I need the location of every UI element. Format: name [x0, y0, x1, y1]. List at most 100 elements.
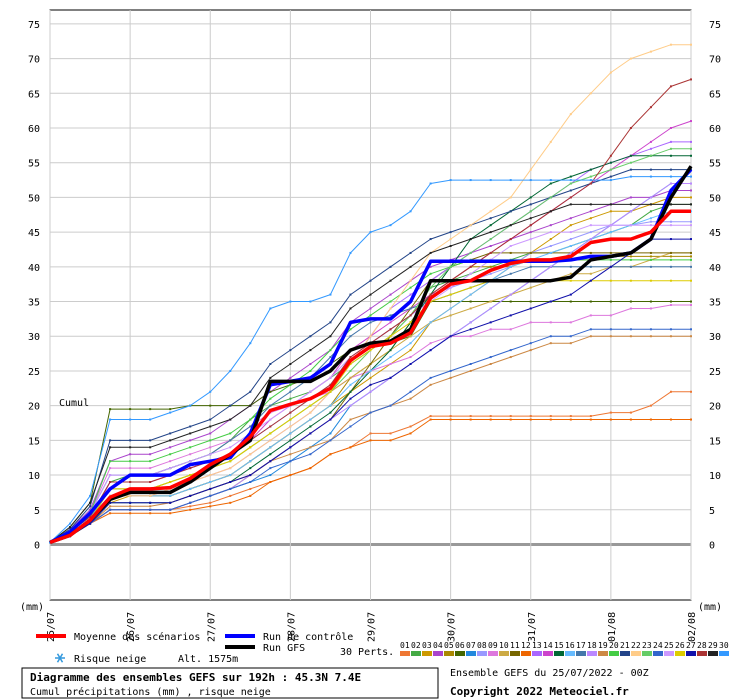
pert-line-21-point	[69, 528, 72, 531]
pert-line-26-point	[649, 279, 652, 282]
pert-line-17-point	[289, 390, 292, 393]
pert-line-9-point	[169, 460, 172, 463]
pert-line-30-point	[609, 179, 612, 182]
pert-line-1-point	[209, 501, 212, 504]
footer-title: Diagramme des ensembles GEFS sur 192h : …	[30, 671, 361, 684]
pert-line-15-point	[389, 349, 392, 352]
pert-color-swatch	[587, 651, 597, 656]
pert-line-22-point	[149, 494, 152, 497]
pert-line-24-point	[129, 508, 132, 511]
pert-line-28-point	[389, 328, 392, 331]
pert-line-24-point	[229, 487, 232, 490]
pert-line-17-point	[589, 265, 592, 268]
pert-line-30-point	[669, 175, 672, 178]
pert-line-21-point	[449, 231, 452, 234]
pert-line-20-point	[669, 258, 672, 261]
pert-line-22-point	[509, 196, 512, 199]
pert-line-1-point	[509, 415, 512, 418]
pert-line-29-point	[489, 231, 492, 234]
pert-line-9-point	[209, 446, 212, 449]
pert-line-21-point	[389, 265, 392, 268]
pert-line-5-point	[690, 255, 692, 258]
pert-line-11-point	[529, 251, 532, 254]
pert-line-3-point	[569, 224, 572, 227]
pert-line-24-point	[329, 439, 332, 442]
pert-line-24-point	[669, 328, 672, 331]
pert-line-25-point	[269, 418, 272, 421]
pert-line-12-point	[169, 512, 172, 515]
y-tick-label-left: 5	[34, 506, 40, 517]
pert-line-21-point	[249, 390, 252, 393]
pert-color-swatch	[510, 651, 520, 656]
pert-line-13-point	[669, 140, 672, 143]
pert-line-29-point	[369, 293, 372, 296]
pert-number-label: 25	[664, 641, 674, 650]
pert-line-12-point	[229, 501, 232, 504]
pert-line-29-point	[189, 432, 192, 435]
pert-color-swatch	[455, 651, 465, 656]
pert-line-1-point	[249, 487, 252, 490]
pert-line-24-point	[429, 376, 432, 379]
pert-line-15-point	[329, 411, 332, 414]
pert-color-swatch	[686, 651, 696, 656]
pert-line-26-point	[169, 481, 172, 483]
y-tick-label-left: 55	[28, 159, 40, 170]
pert-line-21-point	[529, 203, 532, 206]
pert-line-30-point	[309, 300, 312, 303]
x-tick-label: 02/08	[687, 612, 698, 642]
snowflake-icon	[55, 653, 65, 663]
pert-line-28-point	[669, 85, 672, 88]
pert-line-27-point	[329, 418, 332, 421]
pert-line-28-point	[349, 356, 352, 359]
pert-line-24-point	[109, 508, 112, 511]
pert-line-12-point	[429, 418, 432, 421]
pert-line-20-point	[309, 369, 312, 372]
pert-line-14-point	[389, 321, 392, 324]
pert-number-label: 01	[400, 641, 410, 650]
pert-line-18-point	[349, 404, 352, 407]
pert-line-22-point	[549, 140, 552, 143]
pert-line-25-point	[209, 453, 212, 456]
pert-line-4-point	[569, 217, 572, 220]
pert-line-23-point	[629, 161, 632, 164]
pert-line-19-point	[129, 505, 132, 508]
pert-line-21-point	[429, 238, 432, 241]
gfs-run-line	[49, 165, 693, 545]
pert-line-21-point	[489, 217, 492, 220]
pert-line-12-point	[569, 418, 572, 421]
pert-line-18-point	[649, 196, 652, 199]
pert-line-23-point	[549, 196, 552, 199]
pert-line-25-point	[469, 272, 472, 275]
pert-line-30-point	[369, 231, 372, 234]
pert-line-9-point	[189, 453, 192, 456]
pert-line-10-point	[409, 335, 412, 338]
pert-number-label: 05	[444, 641, 454, 650]
pert-line-1-point	[690, 390, 692, 393]
pert-line-24-point	[189, 501, 192, 504]
legend: Moyenne des scénarios Run de contrôle Ru…	[36, 631, 729, 665]
pert-line-27-point	[409, 363, 412, 365]
pert-line-24-point	[349, 425, 352, 428]
pert-line-29-point	[469, 238, 472, 241]
pert-number-label: 20	[609, 641, 619, 650]
pert-line-21-point	[289, 349, 292, 352]
pert-line-18-point	[489, 307, 492, 310]
pert-line-28-point	[129, 481, 132, 483]
control-run-line	[49, 168, 693, 544]
pert-line-19-point	[309, 446, 312, 449]
pert-line-4-point	[489, 245, 492, 247]
pert-line-20-point	[609, 258, 612, 261]
y-tick-label-left: 35	[28, 298, 40, 309]
pert-line-11-point	[609, 251, 612, 254]
pert-line-25-point	[669, 224, 672, 227]
x-tick-label: 25/07	[46, 612, 57, 642]
pert-line-22-point	[289, 425, 292, 428]
y-tick-label-right: 20	[709, 402, 721, 413]
pert-line-29-point	[449, 245, 452, 247]
pert-line-29-point	[169, 439, 172, 442]
pert-color-swatch	[477, 651, 487, 656]
pert-line-21-point	[229, 404, 232, 407]
pert-line-26-point	[569, 279, 572, 282]
pert-color-swatch	[675, 651, 685, 656]
